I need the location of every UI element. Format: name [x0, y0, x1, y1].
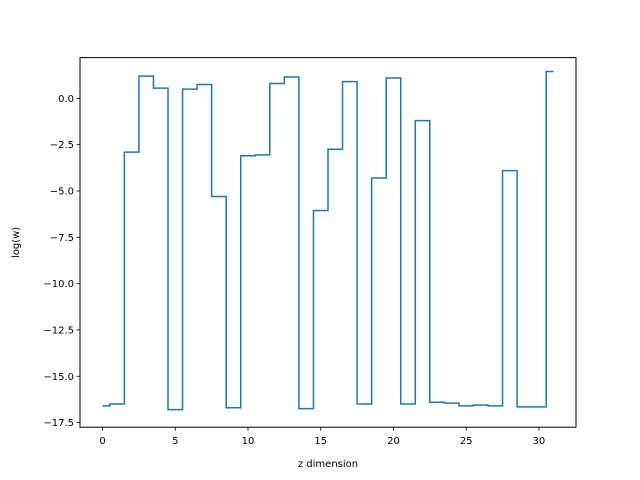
y-tick-label: −7.5 [50, 233, 74, 244]
series-line [102, 70, 554, 411]
axes-frame [79, 57, 577, 428]
x-tick-label: 20 [387, 436, 400, 447]
y-axis-ticks: 0.0 −2.5 −5.0 −7.5 −10.0 −12.5 −15.0 −17.5 [43, 94, 80, 429]
x-tick-label: 5 [172, 436, 178, 447]
x-tick-label: 15 [314, 436, 327, 447]
plot-area [102, 70, 554, 411]
y-tick-label: −15.0 [43, 372, 74, 383]
y-axis-label: log(w) [11, 227, 22, 258]
y-tick-label: −5.0 [50, 186, 74, 197]
y-tick-label: 0.0 [58, 94, 74, 105]
y-tick-label: −10.0 [43, 279, 74, 290]
y-tick-label: −17.5 [43, 418, 74, 429]
y-tick-label: −2.5 [50, 140, 74, 151]
x-tick-label: 10 [242, 436, 255, 447]
x-tick-label: 25 [460, 436, 473, 447]
y-tick-label: −12.5 [43, 325, 74, 336]
x-tick-label: 30 [533, 436, 546, 447]
x-axis-label: z dimension [298, 459, 358, 470]
x-tick-label: 0 [99, 436, 105, 447]
x-axis-ticks: 0 5 10 15 20 25 30 [99, 427, 545, 447]
